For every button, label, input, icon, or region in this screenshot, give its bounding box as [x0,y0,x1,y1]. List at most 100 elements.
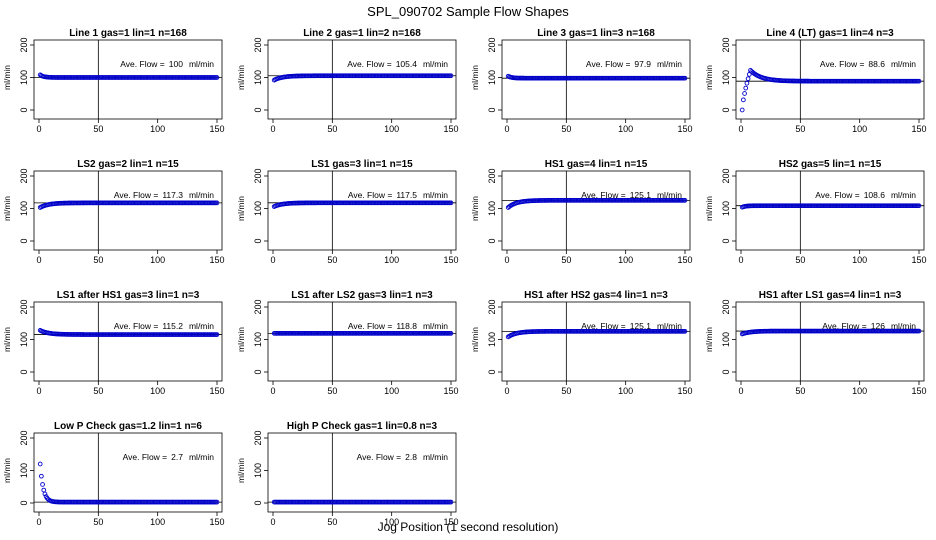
data-point [739,107,745,113]
x-tick-label: 100 [150,517,165,527]
annotation-value: 126 [871,321,885,331]
data-point [42,491,48,497]
data-point [745,76,751,82]
y-tick-label: 0 [253,238,263,243]
annotation-label: Ave. Flow = [114,321,159,331]
data-point [682,197,688,203]
annotation-unit: ml/min [657,190,682,200]
annotation-unit: ml/min [657,321,682,331]
data-point [746,72,752,77]
plot-frame [33,301,223,382]
panel: LS1 after HS1 gas=3 lin=1 n=3 0 50 100 150 0 1… [2,290,225,396]
plot-frame [735,170,925,251]
annotation-value: 105.4 [396,59,418,69]
x-tick-label: 100 [384,386,399,396]
y-tick-label: 100 [487,332,497,347]
average-flow-annotation: Ave. Flow = 88.6 ml/min [820,59,916,69]
x-tick-label: 100 [618,255,633,265]
average-flow-annotation: Ave. Flow = 117.3 ml/min [114,190,214,200]
annotation-label: Ave. Flow = [123,452,168,462]
x-tick-label: 50 [327,124,337,134]
data-point [743,85,749,91]
y-axis-label: ml/min [704,65,714,90]
y-axis-label: ml/min [2,196,12,221]
y-axis-label: ml/min [470,327,480,352]
average-flow-annotation: Ave. Flow = 2.8 ml/min [357,452,449,462]
panel-title: HS1 after HS2 gas=4 lin=1 n=3 [524,290,668,301]
average-flow-annotation: Ave. Flow = 118.8 ml/min [348,321,448,331]
y-tick-label: 100 [253,201,263,216]
x-tick-label: 150 [443,386,458,396]
y-tick-label: 0 [19,107,29,112]
average-flow-annotation: Ave. Flow = 125.1 ml/min [581,321,682,331]
annotation-value: 2.8 [405,452,417,462]
y-tick-label: 0 [721,369,731,374]
annotation-label: Ave. Flow = [820,59,865,69]
panel-title: LS1 after HS1 gas=3 lin=1 n=3 [57,290,200,301]
panel: LS2 gas=2 lin=1 n=15 0 50 100 150 0 100 200 ml/m… [2,159,225,265]
data-point [744,80,750,86]
panel-title: Line 3 gas=1 lin=3 n=168 [537,28,655,39]
panel-title: Line 4 (LT) gas=1 lin=4 n=3 [766,28,894,39]
x-tick-label: 0 [738,386,743,396]
annotation-label: Ave. Flow = [581,321,626,331]
x-tick-label: 150 [911,124,926,134]
plot-frame [267,39,457,120]
annotation-label: Ave. Flow = [120,59,165,69]
annotation-unit: ml/min [189,190,214,200]
annotation-unit: ml/min [423,59,448,69]
panel: Line 2 gas=1 lin=2 n=168 0 50 100 150 0 100 200… [236,28,459,134]
average-flow-annotation: Ave. Flow = 97.9 ml/min [586,59,682,69]
y-tick-label: 0 [487,369,497,374]
x-tick-label: 100 [618,386,633,396]
x-tick-label: 50 [795,255,805,265]
y-tick-label: 200 [253,168,263,183]
annotation-unit: ml/min [657,59,682,69]
data-point [39,473,44,479]
panel: HS1 after LS1 gas=4 lin=1 n=3 0 50 100 150 0 1… [704,290,927,396]
y-tick-label: 100 [721,332,731,347]
annotation-value: 125.1 [630,321,652,331]
plot-frame [735,301,925,382]
y-axis-label: ml/min [2,458,12,483]
annotation-unit: ml/min [891,59,916,69]
panel-title: HS2 gas=5 lin=1 n=15 [779,159,882,170]
x-tick-label: 100 [150,386,165,396]
panel: Line 4 (LT) gas=1 lin=4 n=3 0 50 100 150 0 100… [704,28,927,134]
x-tick-label: 0 [270,517,275,527]
y-axis-label: ml/min [704,327,714,352]
panel: HS2 gas=5 lin=1 n=15 0 50 100 150 0 100 200 ml/m… [704,159,927,265]
x-tick-label: 0 [504,386,509,396]
data-point [214,332,220,337]
panel-title: LS1 after LS2 gas=3 lin=1 n=3 [291,290,433,301]
x-tick-label: 100 [384,124,399,134]
data-point [916,78,922,84]
panels: Line 1 gas=1 lin=1 n=168 0 50 100 150 0 100 200… [2,28,927,527]
y-tick-label: 100 [487,70,497,85]
data-point [916,203,922,209]
x-tick-label: 50 [327,517,337,527]
annotation-value: 100 [169,59,183,69]
plot-frame [501,39,691,120]
x-tick-label: 150 [911,255,926,265]
x-tick-label: 0 [270,255,275,265]
data-point [41,487,47,493]
plot-frame [501,170,691,251]
y-tick-label: 200 [19,299,29,314]
y-tick-label: 200 [253,299,263,314]
panel-title: Line 2 gas=1 lin=2 n=168 [303,28,421,39]
panel: Low P Check gas=1.2 lin=1 n=6 0 50 100 150 0 1… [2,421,225,527]
y-tick-label: 100 [19,332,29,347]
x-tick-label: 150 [209,386,224,396]
annotation-label: Ave. Flow = [348,190,393,200]
y-axis-label: ml/min [470,196,480,221]
annotation-label: Ave. Flow = [347,59,392,69]
panel: High P Check gas=1 lin=0.8 n=3 0 50 100 150 0… [236,421,459,527]
panel-title: HS1 gas=4 lin=1 n=15 [545,159,648,170]
annotation-unit: ml/min [189,59,214,69]
plot-frame [501,301,691,382]
x-tick-label: 0 [738,255,743,265]
annotation-unit: ml/min [423,190,448,200]
x-tick-label: 50 [795,124,805,134]
y-tick-label: 200 [19,430,29,445]
